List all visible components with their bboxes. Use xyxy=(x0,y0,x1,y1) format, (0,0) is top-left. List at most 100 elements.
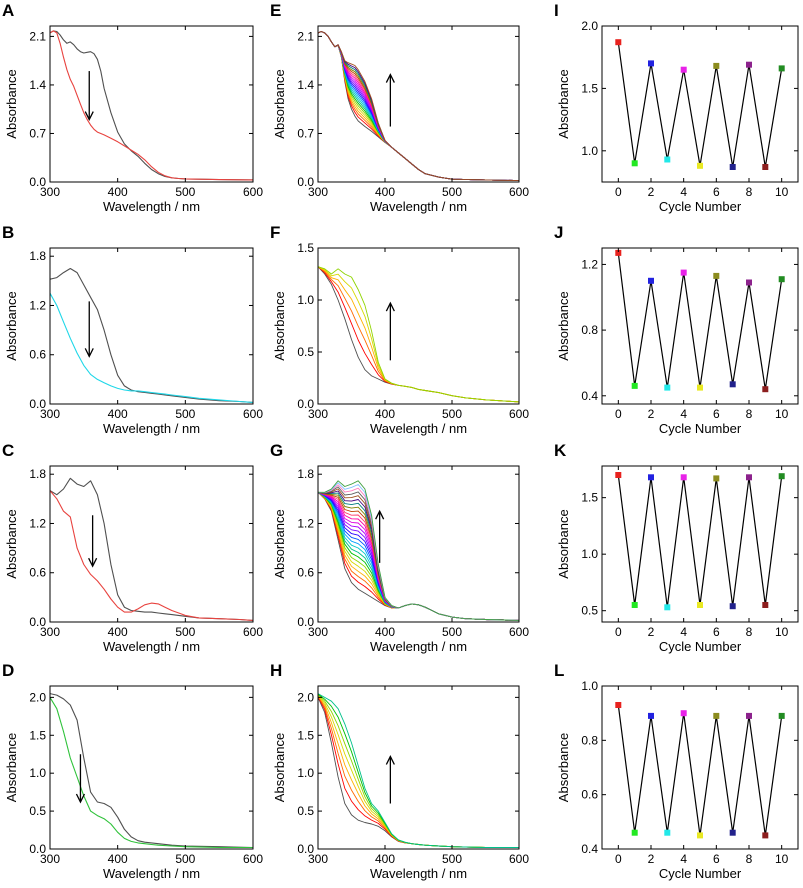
x-axis-label: Wavelength / nm xyxy=(370,199,467,214)
x-tick-label: 500 xyxy=(175,625,195,639)
arrow-down-icon xyxy=(84,348,94,358)
y-tick-label: 1.5 xyxy=(29,728,46,742)
chart-panel-j: 0 2 4 6 8 10 0.4 0.8 1.2 Cycle Number Absorbance J xyxy=(554,223,799,436)
x-tick-label: 400 xyxy=(108,185,128,199)
spectrum-line-10 xyxy=(318,31,519,182)
x-axis-label: Cycle Number xyxy=(659,866,742,881)
data-point-cycle-7 xyxy=(729,603,736,610)
x-tick-label: 0 xyxy=(615,407,622,421)
panel-letter: B xyxy=(2,223,14,242)
y-axis-label: Absorbance xyxy=(556,291,571,360)
x-tick-label: 10 xyxy=(775,625,789,639)
arrow-up-icon xyxy=(385,301,395,312)
arrow-up-icon xyxy=(385,73,395,83)
plot-area xyxy=(615,249,785,393)
y-tick-label: 0.0 xyxy=(297,397,314,411)
spectrum-line-7 xyxy=(318,31,519,182)
plot-area xyxy=(318,480,519,621)
y-tick-label: 0.7 xyxy=(29,126,46,140)
spectrum-line-4 xyxy=(318,695,519,848)
x-tick-label: 6 xyxy=(713,852,720,866)
axes-frame xyxy=(49,247,254,405)
spectrum-line-20 xyxy=(318,31,519,182)
x-tick-label: 600 xyxy=(243,625,263,639)
x-axis-label: Cycle Number xyxy=(659,199,742,214)
y-tick-label: 1.0 xyxy=(297,293,314,307)
x-tick-label: 500 xyxy=(175,185,195,199)
x-tick-label: 300 xyxy=(308,625,328,639)
x-axis-label: Cycle Number xyxy=(659,639,742,654)
spectrum-line-15 xyxy=(318,31,519,182)
y-tick-label: 1.0 xyxy=(581,547,598,561)
spectrum-line-2 xyxy=(318,31,519,182)
x-tick-label: 300 xyxy=(40,185,60,199)
y-tick-label: 0.0 xyxy=(297,615,314,629)
chart-panel-i: 0 2 4 6 8 10 1.0 1.5 2.0 Cycle Number Absorbance I xyxy=(554,1,799,214)
spectrum-line-16 xyxy=(318,31,519,182)
x-tick-label: 600 xyxy=(509,407,529,421)
y-tick-label: 1.5 xyxy=(297,241,314,255)
x-tick-label: 4 xyxy=(680,625,687,639)
axes-frame xyxy=(49,465,254,623)
y-axis-label: Absorbance xyxy=(272,733,287,802)
data-point-cycle-8 xyxy=(746,712,752,719)
plot-area xyxy=(615,39,785,170)
x-axis-label: Wavelength / nm xyxy=(370,639,467,654)
y-tick-label: 0.0 xyxy=(297,842,314,856)
x-tick-label: 10 xyxy=(775,185,789,199)
cycle-line xyxy=(617,252,783,390)
axes-frame xyxy=(601,465,799,623)
panel-letter: L xyxy=(554,661,564,680)
data-point-cycle-5 xyxy=(697,832,703,839)
data-point-cycle-8 xyxy=(746,61,752,68)
axes-frame xyxy=(317,247,520,405)
chart-panel-f: 300 400 500 600 0.0 0.5 1.0 1.5 Wavelength / nm A… xyxy=(270,223,529,436)
axes-frame xyxy=(601,247,799,405)
y-tick-label: 1.8 xyxy=(29,467,46,481)
data-point-cycle-5 xyxy=(697,162,703,169)
spectrum-line-22 xyxy=(318,31,519,182)
y-axis-label: Absorbance xyxy=(556,733,571,802)
x-tick-label: 0 xyxy=(615,185,622,199)
data-point-cycle-9 xyxy=(762,164,769,170)
x-tick-label: 10 xyxy=(775,852,789,866)
arrow-down-icon xyxy=(84,111,94,122)
x-tick-label: 600 xyxy=(509,625,529,639)
plot-area xyxy=(318,693,519,848)
spectrum-line-14 xyxy=(318,31,519,182)
y-axis-label: Absorbance xyxy=(272,69,287,138)
spectrum-line-6 xyxy=(318,31,519,182)
spectrum-line-17 xyxy=(318,31,519,182)
data-point-cycle-4 xyxy=(680,710,687,717)
y-tick-label: 0.6 xyxy=(29,348,46,362)
x-tick-label: 500 xyxy=(442,185,462,199)
y-tick-label: 0.5 xyxy=(297,345,314,359)
y-tick-label: 2.1 xyxy=(29,29,46,43)
y-tick-label: 0.4 xyxy=(581,389,598,403)
data-point-cycle-10 xyxy=(778,473,785,480)
series-line-irradiated xyxy=(50,697,253,849)
x-tick-label: 400 xyxy=(375,185,395,199)
x-tick-label: 2 xyxy=(648,185,655,199)
spectrum-line-8 xyxy=(318,31,519,182)
axes-frame xyxy=(317,25,520,183)
y-tick-label: 2.0 xyxy=(581,19,598,33)
x-tick-label: 300 xyxy=(40,407,60,421)
x-tick-label: 600 xyxy=(243,407,263,421)
data-point-cycle-10 xyxy=(778,276,785,283)
y-tick-label: 1.8 xyxy=(297,467,314,481)
chart-panel-e: 300 400 500 600 0.0 0.7 1.4 2.1 Wavelength / nm A… xyxy=(270,1,529,214)
y-tick-label: 0.5 xyxy=(581,604,598,618)
x-tick-label: 400 xyxy=(108,625,128,639)
arrow-down-icon xyxy=(88,557,98,568)
x-tick-label: 0 xyxy=(615,852,622,866)
y-tick-label: 0.4 xyxy=(581,842,598,856)
cycle-line xyxy=(617,704,783,837)
y-tick-label: 0.5 xyxy=(297,804,314,818)
x-tick-label: 500 xyxy=(442,625,462,639)
data-point-cycle-9 xyxy=(762,386,769,393)
x-axis-label: Wavelength / nm xyxy=(370,421,467,436)
x-tick-label: 300 xyxy=(40,852,60,866)
y-axis-label: Absorbance xyxy=(4,733,19,802)
x-tick-label: 2 xyxy=(648,407,655,421)
